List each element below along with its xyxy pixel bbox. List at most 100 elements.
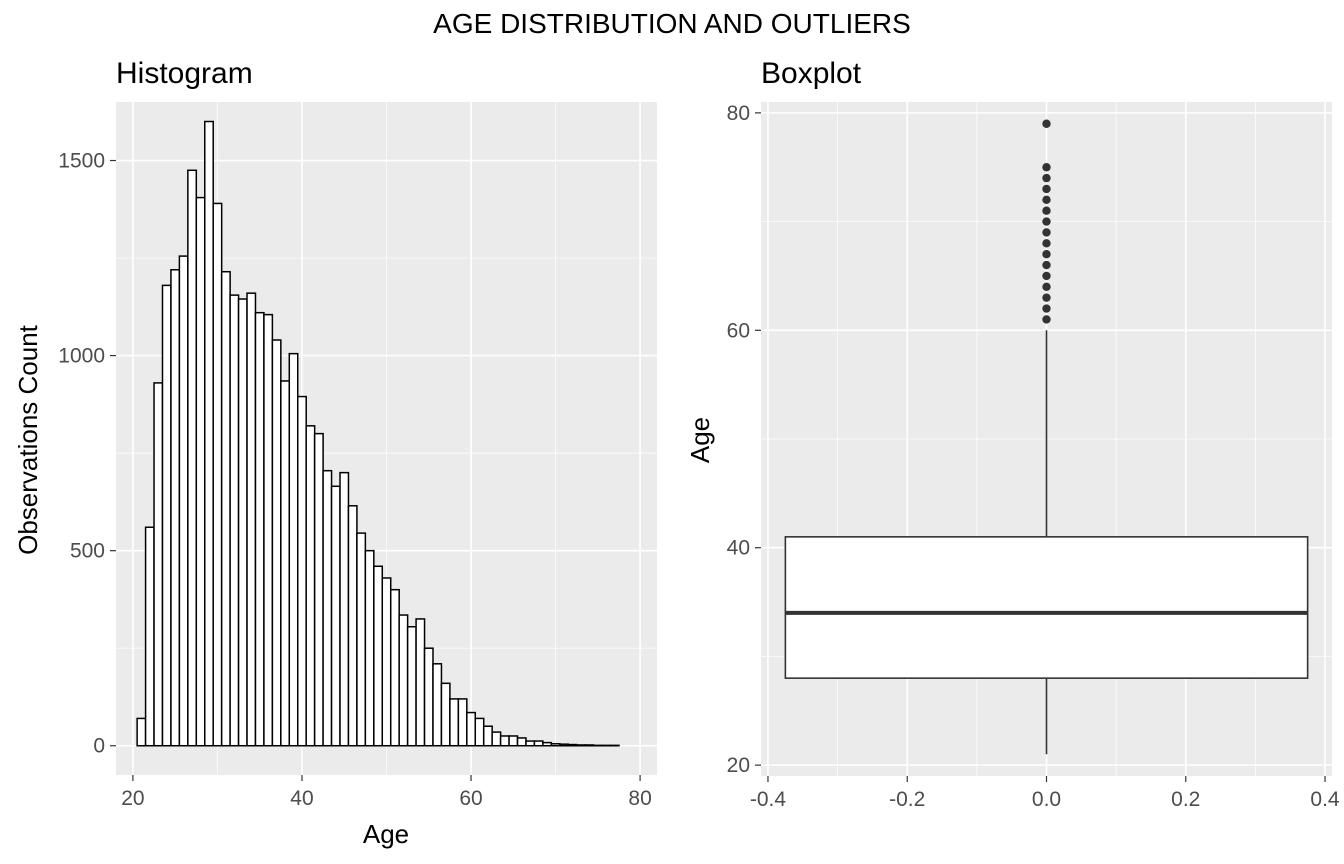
histogram-bar xyxy=(415,618,426,747)
histogram-bar xyxy=(356,532,367,747)
histogram-bar xyxy=(482,725,493,747)
histogram-bar xyxy=(296,395,307,747)
histogram-bar xyxy=(508,735,519,747)
boxplot-y-tick-label: 20 xyxy=(727,754,750,777)
histogram-bar xyxy=(559,743,569,747)
histogram-bar xyxy=(457,698,468,747)
histogram-bar xyxy=(491,731,502,747)
histogram-bar xyxy=(271,339,282,747)
figure-title: AGE DISTRIBUTION AND OUTLIERS xyxy=(433,8,911,39)
histogram-bar xyxy=(153,382,164,747)
boxplot-outlier-point xyxy=(1042,249,1051,259)
histogram-bar xyxy=(389,588,400,747)
histogram-bar xyxy=(533,740,544,747)
boxplot-axes: -0.4 -0.2 0.0 0.2 0.4 20 40 60 80 xyxy=(727,102,1340,811)
boxplot-outlier-point xyxy=(1042,119,1051,128)
boxplot-outlier-point xyxy=(1042,184,1051,194)
boxplot-marks xyxy=(784,119,1309,755)
histogram-bar xyxy=(212,202,223,747)
boxplot-box xyxy=(784,536,1309,679)
boxplot-outlier-point xyxy=(1042,260,1051,270)
boxplot-panel: Boxplot -0.4 -0.2 0.0 0.2 0.4 20 40 60 80 Age xyxy=(685,57,1340,811)
histogram-bar xyxy=(567,743,578,747)
histogram-bar xyxy=(237,298,248,747)
histogram-bar xyxy=(474,717,485,747)
histogram-bar xyxy=(322,469,333,747)
boxplot-outlier-point xyxy=(1042,271,1051,281)
histogram-bar xyxy=(381,577,392,747)
histogram-bar xyxy=(339,471,350,747)
histogram-bar xyxy=(178,255,189,747)
histogram-bars xyxy=(136,120,620,747)
histogram-bar xyxy=(440,682,451,747)
boxplot-x-tick-label: 0.2 xyxy=(1171,788,1200,811)
histogram-bar xyxy=(449,698,460,747)
boxplot-outlier-point xyxy=(1042,239,1051,248)
histogram-bar xyxy=(305,425,316,747)
histogram-y-axis-title: Observations Count xyxy=(13,324,43,555)
histogram-bar xyxy=(220,270,231,747)
histogram-bar xyxy=(288,352,299,747)
histogram-bar xyxy=(254,311,265,747)
boxplot-y-tick-label: 80 xyxy=(727,102,750,125)
histogram-bar xyxy=(398,614,409,747)
histogram-bar xyxy=(246,292,257,747)
histogram-bar xyxy=(584,744,595,747)
histogram-bar xyxy=(136,717,147,747)
histogram-bar xyxy=(406,625,417,747)
boxplot-y-axis-title: Age xyxy=(685,417,715,463)
histogram-bar xyxy=(280,380,291,747)
boxplot-outlier-point xyxy=(1042,315,1051,324)
boxplot-outlier-point xyxy=(1042,163,1051,172)
histogram-axes: 20 40 60 80 0 500 1000 1500 xyxy=(58,150,651,810)
boxplot-outlier-point xyxy=(1042,173,1051,183)
boxplot-outlier-point xyxy=(1042,293,1051,302)
histogram-x-tick-label: 40 xyxy=(290,787,313,810)
histogram-bar xyxy=(542,741,553,747)
boxplot-x-tick-label: 0.0 xyxy=(1032,788,1061,811)
histogram-bar xyxy=(330,485,341,747)
histogram-bar xyxy=(373,565,384,747)
boxplot-outlier-point xyxy=(1042,217,1051,226)
histogram-y-tick-label: 0 xyxy=(93,735,105,758)
histogram-bar xyxy=(575,744,586,747)
boxplot-title: Boxplot xyxy=(761,57,862,90)
histogram-bar xyxy=(525,740,536,747)
histogram-bar xyxy=(229,294,240,747)
boxplot-outlier-point xyxy=(1042,282,1051,292)
histogram-y-tick-label: 1500 xyxy=(58,150,105,173)
histogram-y-tick-label: 500 xyxy=(70,540,105,563)
histogram-bar xyxy=(364,549,375,747)
histogram-x-tick-label: 80 xyxy=(628,787,651,810)
histogram-bar xyxy=(347,505,358,747)
histogram-bar xyxy=(550,743,561,747)
boxplot-x-tick-label: -0.4 xyxy=(750,788,787,811)
histogram-panel: Histogram 20 40 60 80 0 500 1000 1500 Age Obser… xyxy=(13,57,657,849)
histogram-bar xyxy=(263,313,274,747)
histogram-x-tick-label: 20 xyxy=(121,787,144,810)
histogram-bar xyxy=(161,284,172,747)
histogram-bar xyxy=(204,120,214,747)
boxplot-outlier-point xyxy=(1042,304,1051,313)
histogram-bar xyxy=(313,432,324,747)
histogram-bar xyxy=(144,526,155,747)
histogram-bar xyxy=(195,196,206,747)
histogram-bar xyxy=(423,647,434,747)
histogram-title: Histogram xyxy=(116,57,253,90)
boxplot-y-tick-label: 60 xyxy=(727,319,750,342)
histogram-bar xyxy=(466,711,477,747)
histogram-bar xyxy=(499,735,510,747)
boxplot-y-tick-label: 40 xyxy=(727,537,750,560)
boxplot-outlier-point xyxy=(1042,228,1051,237)
boxplot-outlier-point xyxy=(1042,206,1051,215)
histogram-y-tick-label: 1000 xyxy=(58,345,105,368)
boxplot-x-tick-label: 0.4 xyxy=(1310,788,1340,811)
histogram-bar xyxy=(187,169,198,747)
histogram-bar xyxy=(432,663,443,747)
histogram-x-axis-title: Age xyxy=(363,819,409,849)
boxplot-outlier-point xyxy=(1042,195,1051,205)
histogram-bar xyxy=(170,269,181,747)
histogram-bar xyxy=(516,737,527,747)
boxplot-x-tick-label: -0.2 xyxy=(889,788,925,811)
